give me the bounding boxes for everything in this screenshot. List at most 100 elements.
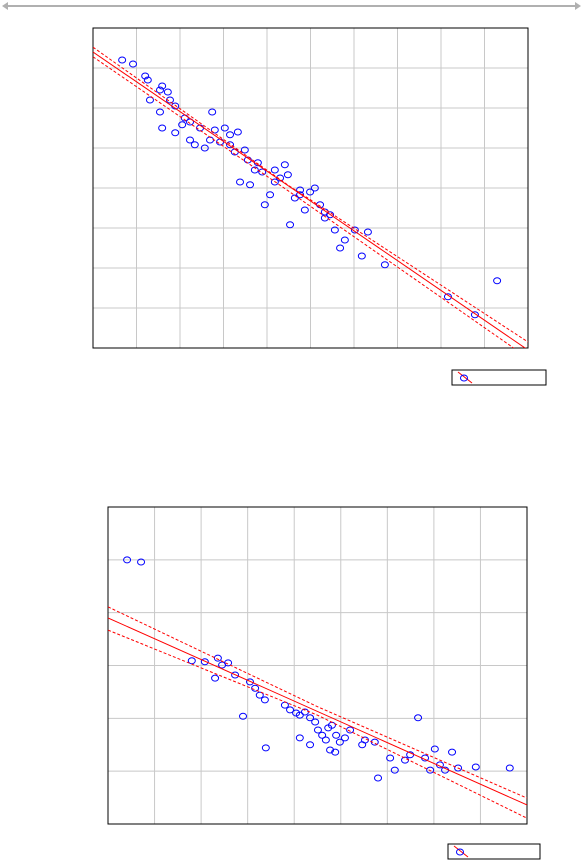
point [321, 736, 330, 744]
point [335, 738, 344, 746]
point [251, 684, 260, 692]
point [178, 121, 187, 129]
point [208, 108, 217, 116]
point [300, 206, 309, 214]
point [380, 261, 389, 269]
point [448, 748, 457, 756]
point [220, 124, 229, 132]
point [443, 293, 452, 301]
point [231, 671, 240, 679]
point [386, 754, 395, 762]
point [137, 558, 146, 566]
point [246, 181, 255, 189]
point [186, 136, 195, 144]
point [318, 731, 327, 739]
point [270, 178, 279, 186]
point [454, 764, 463, 772]
point [350, 226, 359, 234]
point [340, 236, 349, 244]
point [123, 556, 132, 564]
point [326, 746, 335, 754]
point [330, 226, 339, 234]
point [213, 654, 222, 662]
point [260, 201, 269, 209]
point [260, 696, 269, 704]
point [346, 726, 355, 734]
confidence-band [108, 606, 527, 799]
point [283, 171, 292, 179]
point [255, 691, 264, 699]
point [239, 712, 248, 720]
point [286, 706, 295, 714]
point [158, 82, 167, 90]
point [158, 124, 167, 132]
point [471, 763, 480, 771]
point [224, 659, 233, 667]
point [145, 96, 154, 104]
point [233, 128, 242, 136]
point [414, 714, 423, 722]
point [286, 221, 295, 229]
point [280, 161, 289, 169]
confidence-band [93, 46, 528, 343]
chart [92, 27, 529, 349]
point [340, 734, 349, 742]
point [165, 96, 174, 104]
point [332, 731, 341, 739]
plot-frame [92, 27, 529, 349]
point [306, 741, 315, 749]
point [143, 76, 152, 84]
point [206, 136, 215, 144]
point [226, 131, 235, 139]
point [295, 734, 304, 742]
point [245, 678, 254, 686]
confidence-band [108, 629, 527, 819]
point [226, 141, 235, 149]
fit-line [93, 51, 526, 348]
point [171, 129, 180, 137]
point [331, 748, 340, 756]
point [190, 141, 199, 149]
point [426, 766, 435, 774]
point [505, 764, 514, 772]
chart [107, 506, 528, 825]
point [210, 126, 219, 134]
point [390, 766, 399, 774]
point [118, 56, 127, 64]
point [266, 191, 275, 199]
point [240, 146, 249, 154]
point [155, 108, 164, 116]
point [270, 166, 279, 174]
point [357, 252, 366, 260]
point [374, 774, 383, 782]
top-rule [2, 2, 581, 10]
point [306, 714, 315, 722]
point [129, 60, 138, 68]
point [336, 244, 345, 252]
point [200, 144, 209, 152]
point [155, 86, 164, 94]
point [470, 311, 479, 319]
point [306, 188, 315, 196]
legend-2 [447, 843, 541, 860]
point [310, 184, 319, 192]
point [296, 186, 305, 194]
point [313, 726, 322, 734]
point [163, 88, 172, 96]
point [363, 228, 372, 236]
point [200, 658, 209, 666]
point [141, 72, 150, 80]
point [311, 718, 320, 726]
point [316, 201, 325, 209]
point [236, 178, 245, 186]
point [211, 674, 220, 682]
confidence-band [93, 56, 515, 348]
legend-1 [451, 369, 547, 386]
point [430, 745, 439, 753]
point [261, 744, 270, 752]
point [401, 756, 410, 764]
point [258, 168, 267, 176]
fit-line [108, 617, 527, 806]
plot-frame [107, 506, 528, 825]
